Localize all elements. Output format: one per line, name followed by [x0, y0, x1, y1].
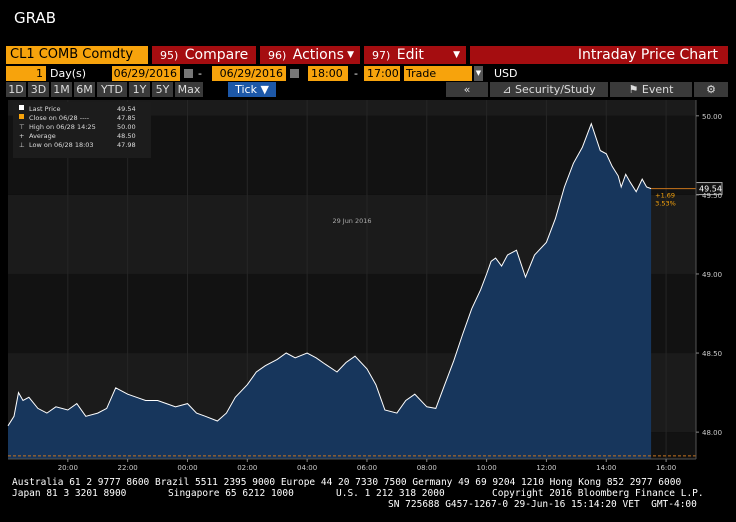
- field-select[interactable]: Trade: [404, 66, 472, 81]
- y-tick-label: 50.00: [702, 113, 722, 121]
- period-1m[interactable]: 1M: [51, 82, 72, 97]
- app-title: GRAB: [14, 9, 56, 27]
- x-tick-label: 02:00: [237, 464, 257, 472]
- legend-label: Close on 06/28 ----: [29, 114, 90, 122]
- last-price-label: 49.54: [699, 185, 722, 194]
- x-tick-label: 08:00: [417, 464, 437, 472]
- close-swatch: [19, 114, 24, 119]
- edit-label: Edit: [396, 47, 424, 63]
- period-unit-select[interactable]: Day(s): [50, 66, 106, 81]
- footer-phones: Australia 61 2 9777 8600 Brazil 5511 239…: [12, 477, 682, 488]
- date-separator: -: [198, 67, 202, 80]
- actions-label: Actions: [292, 47, 344, 63]
- period-3d[interactable]: 3D: [28, 82, 49, 97]
- tick-label: Tick: [235, 83, 257, 96]
- period-1y[interactable]: 1Y: [129, 82, 150, 97]
- footer-singapore: Singapore 65 6212 1000: [168, 488, 294, 499]
- legend-label: Average: [29, 132, 56, 140]
- last-price-swatch: [19, 105, 24, 110]
- legend-svg: Last Price 49.54 Close on 06/28 ---- 47.…: [19, 105, 136, 149]
- actions-button[interactable]: 96) Actions ▼: [260, 46, 360, 64]
- edit-number: 97): [372, 49, 391, 62]
- legend-label: Low on 06/28 18:03: [29, 141, 94, 149]
- caret-down-icon: ▼: [347, 50, 354, 60]
- collapse-button[interactable]: «: [446, 82, 488, 97]
- x-tick-label: 14:00: [596, 464, 616, 472]
- period-value-field[interactable]: 1: [6, 66, 46, 81]
- security-study-button[interactable]: ⊿ Security/Study: [490, 82, 608, 97]
- compare-number: 95): [160, 49, 179, 62]
- change-pct-label: 3.53%: [655, 200, 676, 208]
- y-tick-label: 49.50: [702, 192, 722, 200]
- start-date-field[interactable]: 06/29/2016: [112, 66, 180, 81]
- study-icon: ⊿: [502, 83, 512, 96]
- currency-label: USD: [494, 67, 518, 80]
- y-tick-label: 48.50: [702, 350, 722, 358]
- legend-value: 47.85: [117, 114, 136, 122]
- legend: Last Price 49.54 Close on 06/28 ---- 47.…: [13, 102, 151, 158]
- footer-us: U.S. 1 212 318 2000: [336, 488, 445, 499]
- period-1d[interactable]: 1D: [6, 82, 26, 97]
- legend-value: 48.50: [117, 132, 136, 140]
- tick-select[interactable]: Tick ▼: [228, 82, 276, 97]
- legend-label: High on 06/28 14:25: [29, 123, 96, 131]
- x-tick-label: 20:00: [58, 464, 78, 472]
- x-tick-label: 12:00: [536, 464, 556, 472]
- caret-down-icon: ▼: [260, 83, 269, 96]
- settings-button[interactable]: ⚙: [694, 82, 728, 97]
- footer-session: SN 725688 G457-1267-0 29-Jun-16 15:14:20…: [388, 499, 697, 510]
- actions-number: 96): [268, 49, 287, 62]
- y-axis: 48.00 48.50 49.00 49.50 50.00: [695, 100, 722, 459]
- period-5y[interactable]: 5Y: [152, 82, 173, 97]
- calendar-icon[interactable]: [290, 69, 299, 78]
- x-axis: 20:00 22:00 00:00 02:00 04:00 06:00 08:00 10:00…: [8, 458, 696, 472]
- ticker-field[interactable]: CL1 COMB Comdty: [6, 46, 148, 64]
- change-label: +1.69: [655, 192, 675, 200]
- time-separator: -: [354, 67, 358, 80]
- period-6m[interactable]: 6M: [74, 82, 95, 97]
- y-tick-label: 48.00: [702, 429, 722, 437]
- double-chevron-left-icon: «: [463, 83, 471, 96]
- flag-icon: ⚑: [628, 83, 639, 96]
- low-marker-icon: ⊥: [19, 141, 25, 149]
- average-marker-icon: +: [19, 132, 24, 140]
- footer-japan: Japan 81 3 3201 8900: [12, 488, 127, 499]
- caret-down-icon: ▼: [453, 50, 460, 60]
- x-tick-label: 04:00: [297, 464, 317, 472]
- x-tick-label: 06:00: [357, 464, 377, 472]
- price-line: [7, 122, 652, 427]
- y-tick-label: 49.00: [702, 271, 722, 279]
- legend-value: 49.54: [117, 105, 136, 113]
- calendar-icon[interactable]: [184, 69, 193, 78]
- x-tick-label: 10:00: [477, 464, 497, 472]
- high-marker-icon: ⊤: [19, 123, 25, 131]
- period-max[interactable]: Max: [175, 82, 203, 97]
- end-date-field[interactable]: 06/29/2016: [212, 66, 286, 81]
- gear-icon: ⚙: [706, 83, 716, 96]
- range-bar: 1 Day(s) 06/29/2016 - 06/29/2016 18:00 -…: [6, 66, 728, 81]
- period-ytd[interactable]: YTD: [97, 82, 127, 97]
- start-time-field[interactable]: 18:00: [308, 66, 348, 81]
- x-tick-label: 16:00: [656, 464, 676, 472]
- end-time-field[interactable]: 17:00: [364, 66, 400, 81]
- price-area: [8, 123, 652, 459]
- x-tick-label: 22:00: [118, 464, 138, 472]
- security-study-label: Security/Study: [515, 83, 596, 96]
- date-label: 29 Jun 2016: [332, 217, 371, 225]
- legend-label: Last Price: [29, 105, 60, 113]
- dropdown-arrow-icon[interactable]: ▼: [474, 66, 483, 81]
- compare-label: Compare: [184, 47, 249, 63]
- legend-value: 47.98: [117, 141, 136, 149]
- footer-copyright: Copyright 2016 Bloomberg Finance L.P.: [492, 488, 704, 499]
- chart-band: [8, 100, 696, 116]
- x-tick-label: 00:00: [177, 464, 197, 472]
- period-bar: 1D 3D 1M 6M YTD 1Y 5Y Max Tick ▼ « ⊿ Sec…: [6, 82, 728, 97]
- edit-button[interactable]: 97) Edit ▼: [364, 46, 466, 64]
- chart-title: Intraday Price Chart: [470, 46, 728, 64]
- event-label: Event: [641, 83, 674, 96]
- event-button[interactable]: ⚑ Event: [610, 82, 692, 97]
- legend-value: 50.00: [117, 123, 136, 131]
- toolbar: CL1 COMB Comdty 95) Compare 96) Actions …: [6, 46, 728, 64]
- compare-button[interactable]: 95) Compare: [152, 46, 256, 64]
